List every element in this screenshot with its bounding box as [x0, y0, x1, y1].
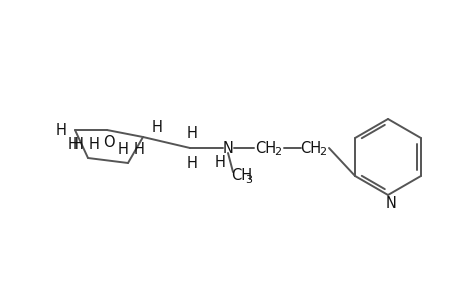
Text: H: H [151, 119, 162, 134]
Text: H: H [214, 154, 225, 169]
Text: H: H [89, 136, 99, 152]
Text: H: H [67, 136, 78, 152]
Text: CH: CH [255, 140, 276, 155]
Text: H: H [186, 155, 197, 170]
Text: N: N [385, 196, 396, 211]
Text: CH: CH [230, 169, 252, 184]
Text: H: H [73, 136, 83, 152]
Text: H: H [186, 125, 197, 140]
Text: CH: CH [300, 140, 321, 155]
Text: H: H [118, 142, 128, 157]
Text: O: O [103, 134, 115, 149]
Text: 2: 2 [274, 146, 281, 157]
Text: 2: 2 [319, 146, 326, 157]
Text: N: N [222, 140, 233, 155]
Text: 3: 3 [245, 175, 252, 185]
Text: H: H [133, 142, 144, 157]
Text: H: H [56, 122, 66, 137]
